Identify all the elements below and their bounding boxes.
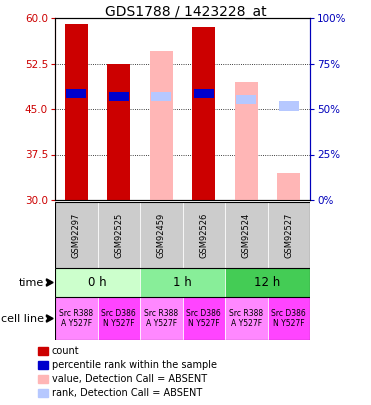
Text: time: time: [19, 277, 44, 288]
Bar: [38, 389, 48, 397]
Text: GSM92526: GSM92526: [199, 212, 208, 258]
Text: 12 h: 12 h: [255, 276, 280, 289]
Bar: [140, 297, 183, 340]
Bar: [150, 51, 173, 200]
Text: Src D386
N Y527F: Src D386 N Y527F: [101, 309, 136, 328]
Bar: [98, 202, 140, 268]
Bar: [225, 202, 267, 268]
Bar: [38, 375, 48, 383]
Bar: [55, 297, 98, 340]
Bar: [267, 202, 310, 268]
Bar: [55, 202, 98, 268]
Bar: [140, 268, 225, 297]
Bar: [38, 347, 48, 355]
Bar: [107, 64, 131, 200]
Text: Src D386
N Y527F: Src D386 N Y527F: [271, 309, 306, 328]
Bar: [38, 361, 48, 369]
Bar: [225, 297, 267, 340]
Text: cell line: cell line: [1, 313, 44, 324]
Bar: [66, 89, 86, 98]
Bar: [236, 95, 256, 104]
Text: GSM92459: GSM92459: [157, 212, 166, 258]
Bar: [192, 27, 216, 200]
Bar: [183, 202, 225, 268]
Text: GDS1788 / 1423228_at: GDS1788 / 1423228_at: [105, 5, 266, 19]
Bar: [234, 82, 258, 200]
Text: Src R388
A Y527F: Src R388 A Y527F: [229, 309, 263, 328]
Text: GSM92297: GSM92297: [72, 212, 81, 258]
Bar: [98, 297, 140, 340]
Bar: [151, 92, 171, 101]
Text: 0 h: 0 h: [88, 276, 107, 289]
Text: rank, Detection Call = ABSENT: rank, Detection Call = ABSENT: [52, 388, 202, 398]
Bar: [279, 101, 299, 111]
Text: Src R388
A Y527F: Src R388 A Y527F: [59, 309, 93, 328]
Bar: [194, 89, 214, 98]
Text: GSM92525: GSM92525: [114, 212, 123, 258]
Text: GSM92524: GSM92524: [242, 212, 251, 258]
Text: value, Detection Call = ABSENT: value, Detection Call = ABSENT: [52, 374, 207, 384]
Bar: [109, 92, 129, 101]
Bar: [183, 297, 225, 340]
Text: GSM92527: GSM92527: [284, 212, 293, 258]
Bar: [277, 173, 301, 200]
Text: percentile rank within the sample: percentile rank within the sample: [52, 360, 217, 370]
Bar: [55, 268, 140, 297]
Bar: [65, 24, 88, 200]
Bar: [267, 297, 310, 340]
Text: 1 h: 1 h: [173, 276, 192, 289]
Text: Src D386
N Y527F: Src D386 N Y527F: [186, 309, 221, 328]
Bar: [140, 202, 183, 268]
Bar: [225, 268, 310, 297]
Text: count: count: [52, 346, 80, 356]
Text: Src R388
A Y527F: Src R388 A Y527F: [144, 309, 178, 328]
